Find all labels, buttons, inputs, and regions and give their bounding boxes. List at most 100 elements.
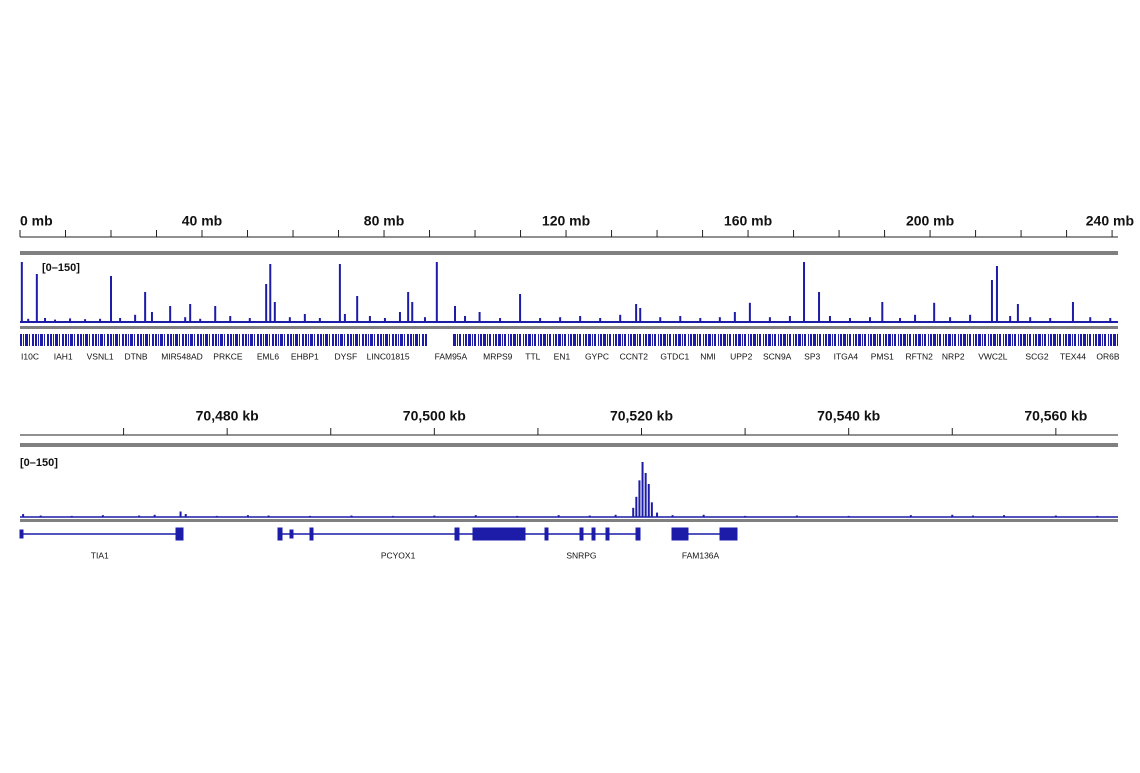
coverage-bar <box>246 515 249 517</box>
exon <box>579 527 584 541</box>
coverage-bar <box>411 302 414 322</box>
x-tick-label: 70,500 kb <box>403 408 466 424</box>
coverage-bar <box>150 312 153 322</box>
coverage-bar <box>516 515 519 517</box>
exon <box>591 527 596 541</box>
coverage-bar <box>99 318 102 322</box>
coverage-bar <box>273 302 276 322</box>
coverage-bar <box>110 276 113 322</box>
coverage-bar <box>599 318 602 322</box>
gene-label: IAH1 <box>54 351 73 361</box>
coverage-bar <box>267 515 270 517</box>
coverage-bar <box>1009 316 1012 322</box>
coverage-bar <box>423 317 426 322</box>
coverage-bar <box>184 317 187 322</box>
exon <box>175 527 184 541</box>
coverage-bar <box>644 473 647 517</box>
coverage-bar <box>679 316 682 322</box>
coverage-bar <box>951 514 954 517</box>
coverage-bar <box>214 306 217 322</box>
x-tick-label: 70,540 kb <box>817 408 880 424</box>
gene-label: FAM95A <box>435 351 468 361</box>
coverage-bar <box>144 292 147 322</box>
coverage-bar <box>848 318 851 322</box>
gene-label: FAM136A <box>682 550 720 560</box>
gene-label: VSNL1 <box>87 351 114 361</box>
coverage-bar <box>559 317 562 322</box>
coverage-bar <box>303 314 306 322</box>
x-tick-label: 70,480 kb <box>196 408 259 424</box>
exon <box>719 527 738 541</box>
gene-label: SP3 <box>804 351 820 361</box>
coverage-bar <box>818 292 821 322</box>
coverage-bar <box>54 319 57 322</box>
x-tick-label: 0 mb <box>20 213 53 229</box>
gene-label: ITGA4 <box>834 351 859 361</box>
coverage-bar <box>269 264 272 322</box>
x-tick-label: 70,520 kb <box>610 408 673 424</box>
coverage-bar <box>101 515 104 517</box>
coverage-bar <box>153 514 156 517</box>
coverage-bar <box>70 515 73 517</box>
coverage-bar <box>248 318 251 322</box>
coverage-bar <box>614 514 617 517</box>
coverage-bar <box>995 266 998 322</box>
coverage-bar <box>343 314 346 322</box>
coverage-bar <box>656 512 659 517</box>
coverage-bar <box>35 274 38 322</box>
gene-label: MRPS9 <box>483 351 513 361</box>
gene-label: NRP2 <box>942 351 965 361</box>
coverage-bar <box>39 515 42 517</box>
coverage-bar <box>407 292 410 322</box>
coverage-bar <box>350 515 353 517</box>
coverage-bar <box>1089 317 1092 322</box>
coverage-bar <box>803 262 806 322</box>
gene-label: LINC01815 <box>367 351 410 361</box>
coverage-bar <box>20 262 23 322</box>
gene-label: UPP2 <box>730 351 752 361</box>
coverage-bar <box>119 318 122 322</box>
coverage-bar <box>1054 515 1057 517</box>
gene-label: CCNT2 <box>620 351 649 361</box>
coverage-bar <box>639 308 642 322</box>
coverage-bar <box>22 514 25 517</box>
x-tick-label: 200 mb <box>906 213 954 229</box>
exon <box>289 529 294 539</box>
gene-label: DTNB <box>124 351 147 361</box>
coverage-bar <box>869 317 872 322</box>
track-separator <box>20 519 1118 522</box>
coverage-bar <box>632 507 635 517</box>
x-tick-label: 70,560 kb <box>1024 408 1087 424</box>
exon <box>635 527 641 541</box>
gene-label: OR6B <box>1096 351 1119 361</box>
range-label: [0–150] <box>20 457 58 469</box>
track-separator <box>20 443 1118 447</box>
coverage-bar <box>748 302 751 322</box>
gene-label: PMS1 <box>871 351 894 361</box>
coverage-bar <box>338 264 341 322</box>
exon <box>19 529 24 539</box>
coverage-bar <box>398 312 401 322</box>
coverage-bar <box>474 515 477 517</box>
coverage-bar <box>990 280 993 322</box>
coverage-bar <box>435 262 438 322</box>
gene-label: RFTN2 <box>905 351 933 361</box>
gene-label: SNRPG <box>566 550 596 560</box>
gene-label: MIR548AD <box>161 351 203 361</box>
coverage-bar <box>647 484 650 517</box>
coverage-bar <box>265 284 268 322</box>
coverage-bar <box>368 316 371 322</box>
coverage-bar <box>638 480 641 517</box>
coverage-bar <box>899 318 902 322</box>
coverage-bar <box>671 515 674 517</box>
gene-label: TEX44 <box>1060 351 1086 361</box>
coverage-bar <box>1049 318 1052 322</box>
range-label: [0–150] <box>42 262 80 274</box>
gene-label: EN1 <box>554 351 571 361</box>
coverage-bar <box>1003 515 1006 517</box>
coverage-bar <box>229 316 232 322</box>
coverage-bar <box>1109 318 1112 322</box>
coverage-bar <box>454 306 457 322</box>
coverage-bar <box>909 515 912 517</box>
